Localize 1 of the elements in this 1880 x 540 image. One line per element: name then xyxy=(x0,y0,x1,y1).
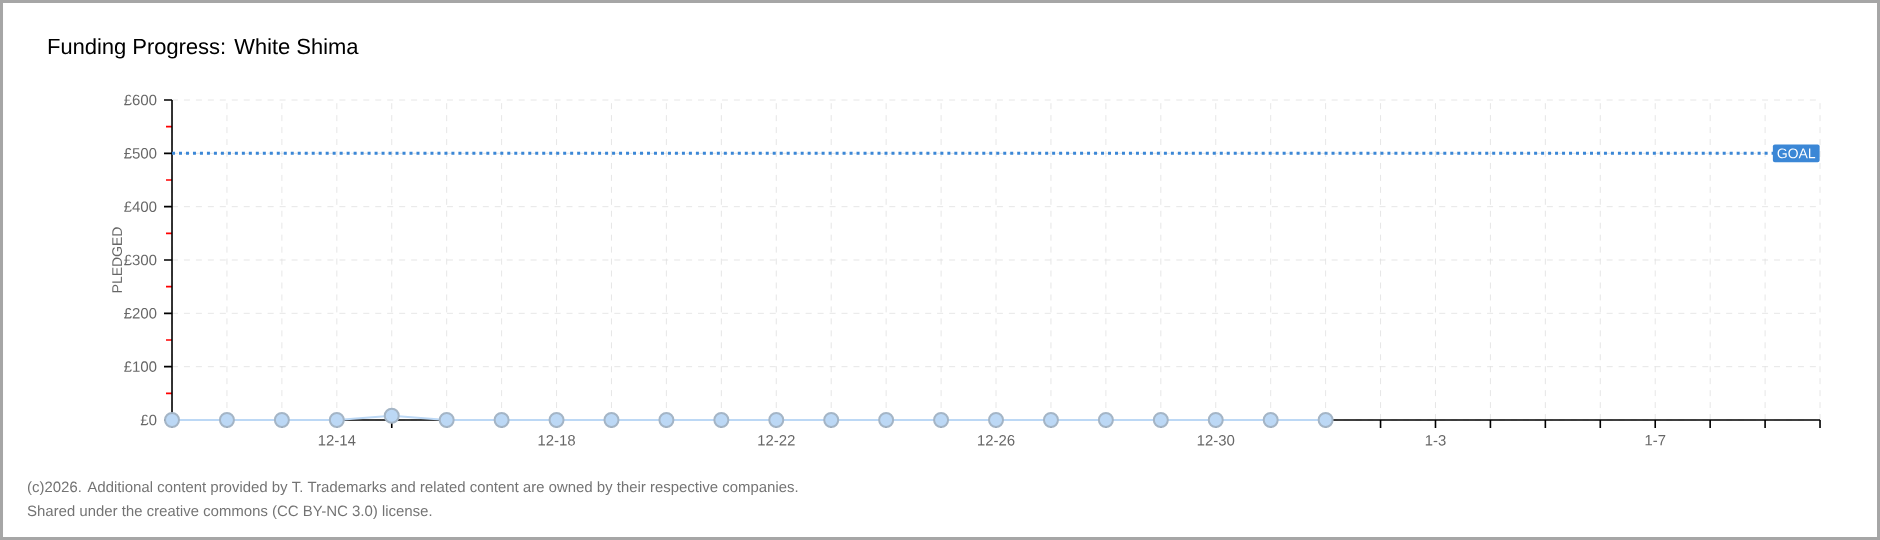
chart-title: Funding Progress: White Shima xyxy=(48,38,359,59)
